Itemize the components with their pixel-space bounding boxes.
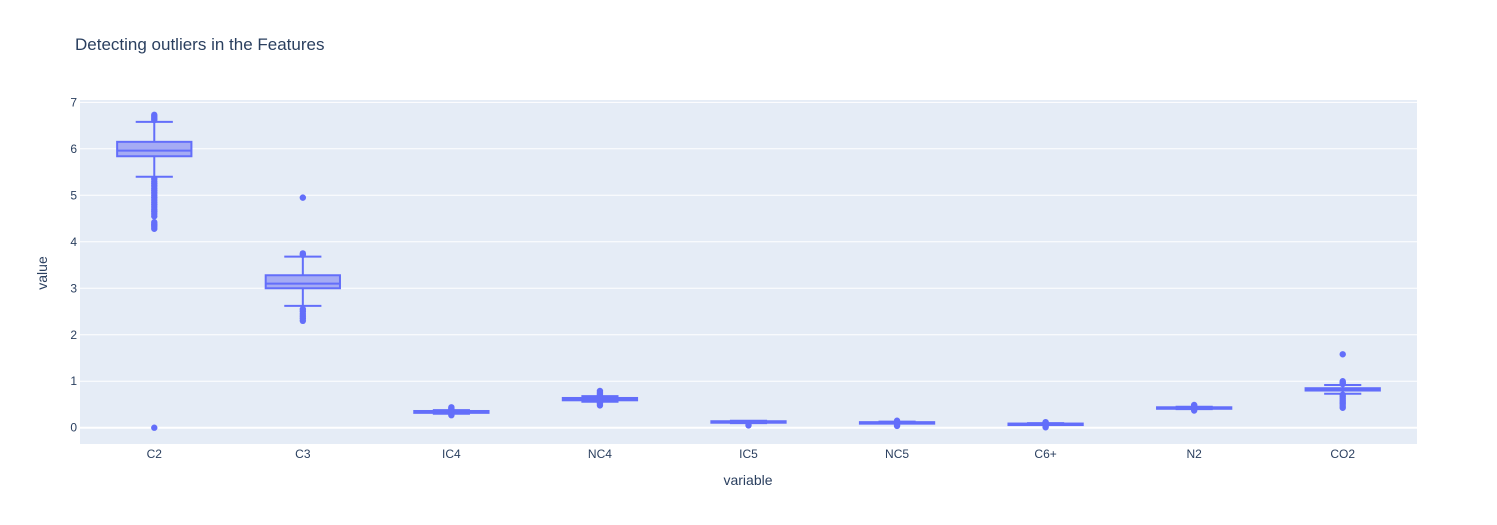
outlier-point [299, 305, 307, 313]
outlier-point [745, 420, 752, 428]
box-c2 [116, 111, 193, 431]
x-tick-label: NC5 [885, 447, 909, 461]
x-tick-label: NC4 [588, 447, 612, 461]
y-axis-title: value [34, 256, 50, 290]
x-tick-label: C6+ [1034, 447, 1056, 461]
outlier-point [1339, 351, 1346, 358]
outlier-point [596, 399, 604, 406]
y-tick-label: 7 [70, 95, 77, 109]
x-tick-label: N2 [1186, 447, 1202, 461]
outlier-point [893, 417, 901, 424]
outlier-point [299, 250, 307, 257]
y-tick-label: 0 [70, 421, 77, 435]
outlier-point [1190, 401, 1198, 409]
outlier-point [1042, 418, 1049, 426]
box-ic4 [413, 404, 490, 419]
y-tick-label: 5 [70, 188, 77, 202]
x-tick-label: IC4 [442, 447, 461, 461]
plot-area [80, 100, 1417, 444]
outlier-point [596, 387, 604, 395]
box-c6plus [1007, 418, 1084, 431]
outlier-point [1339, 391, 1346, 398]
outlier-point [448, 411, 455, 418]
box-c3 [264, 194, 341, 325]
box-co2 [1304, 351, 1381, 411]
x-axis-ticks: C2 C3 IC4 NC4 IC5 NC5 C6+ N2 CO2 [147, 447, 1356, 461]
x-tick-label: CO2 [1330, 447, 1355, 461]
box-iqr [116, 140, 193, 158]
y-tick-label: 6 [70, 142, 77, 156]
outlier-point [151, 111, 158, 119]
box-ic5 [710, 419, 787, 429]
y-tick-label: 4 [70, 235, 77, 249]
box-nc4 [561, 387, 639, 409]
x-tick-label: C2 [147, 447, 163, 461]
outlier-point [1339, 378, 1346, 385]
box-n2 [1156, 401, 1233, 414]
x-axis-title: variable [723, 472, 772, 488]
x-tick-label: C3 [295, 447, 311, 461]
y-axis-ticks: 0 1 2 3 4 5 6 7 [70, 95, 77, 434]
y-tick-label: 3 [70, 281, 77, 295]
x-tick-label: IC5 [739, 447, 758, 461]
outlier-point [299, 194, 307, 201]
outlier-point [151, 175, 158, 183]
outlier-point [151, 424, 158, 431]
y-tick-label: 1 [70, 374, 77, 388]
outlier-point [1190, 407, 1198, 414]
y-tick-label: 2 [70, 328, 77, 342]
chart-title: Detecting outliers in the Features [75, 35, 324, 54]
box-nc5 [858, 417, 936, 430]
outlier-point [151, 219, 158, 226]
outlier-point [448, 404, 455, 411]
boxes [116, 111, 1381, 431]
box-iqr [264, 274, 341, 290]
